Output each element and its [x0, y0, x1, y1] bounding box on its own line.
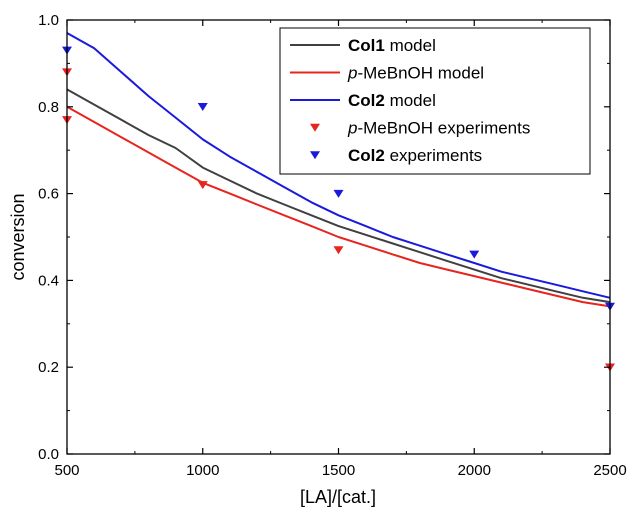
- x-tick-label: 2500: [593, 462, 626, 479]
- data-point-3: [197, 181, 208, 190]
- y-tick-label: 0.6: [38, 186, 59, 203]
- legend-label: Col1 model: [348, 36, 436, 55]
- series-line-0: [66, 88, 611, 304]
- data-point-4: [197, 103, 208, 112]
- y-tick-label: 0.2: [38, 359, 59, 376]
- x-tick-label: 1500: [322, 462, 355, 479]
- x-axis-label: [LA]/[cat.]: [300, 487, 376, 507]
- y-axis-label: conversion: [8, 193, 28, 280]
- legend: Col1 model p-MeBnOH model Col2 model p-MeBn…: [279, 27, 591, 175]
- legend-marker-swatch: [310, 151, 320, 160]
- y-tick-label: 0.8: [38, 99, 59, 116]
- y-tick-label: 0.4: [38, 272, 59, 289]
- series-line-1: [66, 105, 611, 308]
- axes-ticks: 500 1000 1500 2000 2500 0.0 0.2 0.4 0.6 0.8 1.0: [38, 12, 627, 479]
- legend-label: p-MeBnOH experiments: [347, 119, 530, 138]
- data-point-3: [333, 246, 344, 255]
- x-tick-label: 500: [54, 462, 79, 479]
- plot-area: [62, 32, 615, 372]
- y-tick-label: 1.0: [38, 12, 59, 29]
- x-tick-label: 1000: [186, 462, 219, 479]
- y-tick-label: 0.0: [38, 446, 59, 463]
- legend-label: p-MeBnOH model: [347, 64, 484, 83]
- x-tick-label: 2000: [458, 462, 491, 479]
- legend-marker-swatch: [310, 123, 320, 132]
- data-point-4: [469, 250, 480, 259]
- data-point-4: [333, 189, 344, 198]
- legend-label: Col2 model: [348, 91, 436, 110]
- series-line-2: [66, 32, 611, 299]
- legend-label: Col2 experiments: [348, 146, 482, 165]
